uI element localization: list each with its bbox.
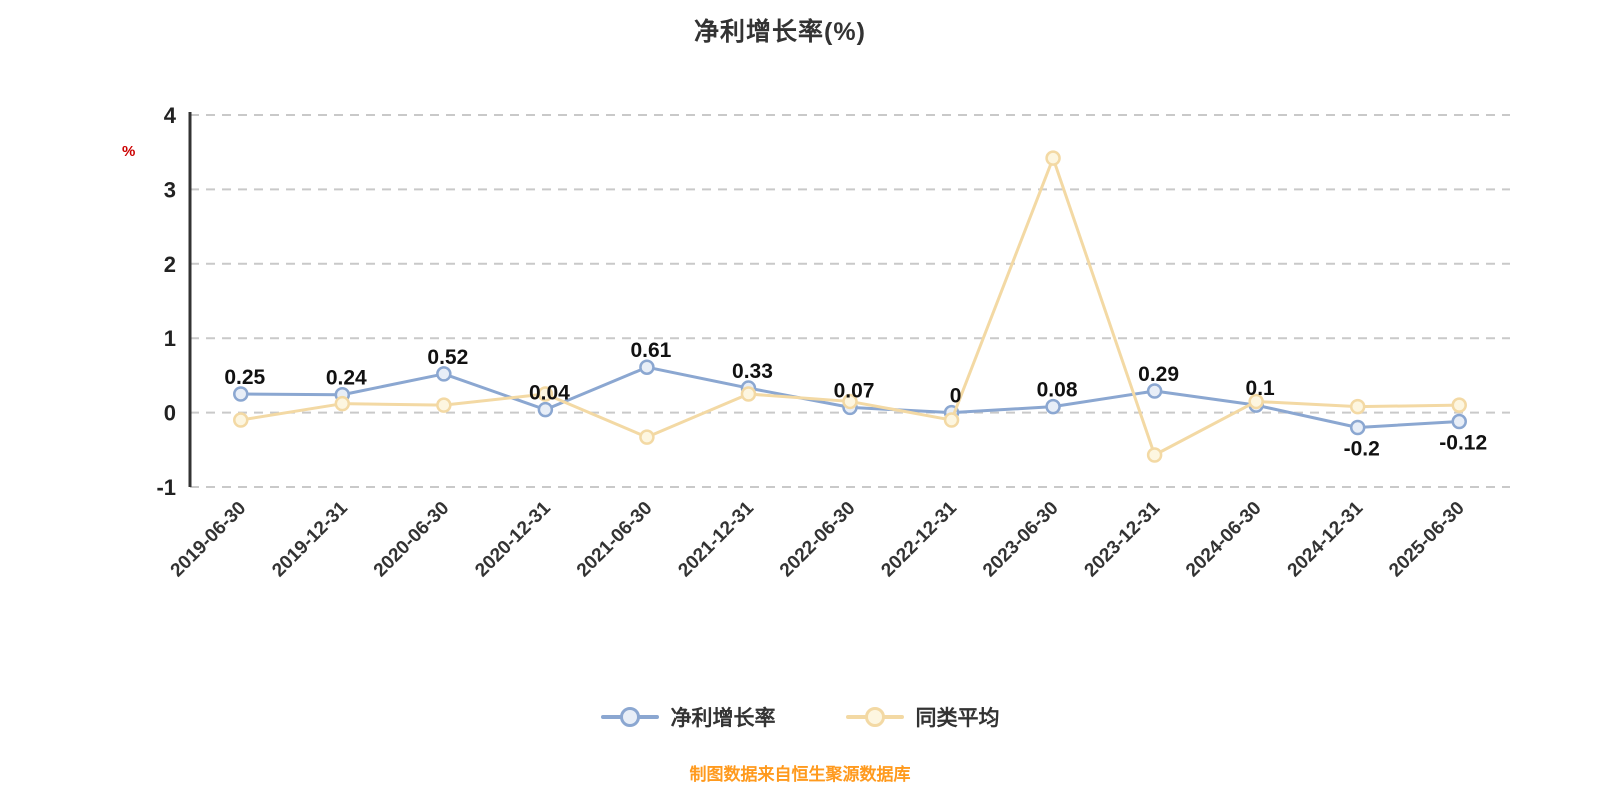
data-point[interactable] [1045,150,1061,166]
data-point[interactable] [639,429,655,445]
legend-dot-icon [864,707,885,727]
data-label: 0.33 [732,360,773,383]
x-axis-label: 2019-12-31 [268,497,352,581]
legend: 净利增长率 同类平均 [0,702,1600,732]
legend-item-average[interactable]: 同类平均 [845,702,1000,732]
data-point[interactable] [233,386,249,402]
data-point[interactable] [1349,398,1366,415]
chart-title: 净利增长率(%) [694,18,866,46]
y-tick-label: 2 [164,252,176,277]
x-axis-label: 2021-12-31 [674,497,758,581]
data-point[interactable] [537,401,554,418]
data-label: 0.25 [224,366,265,389]
data-point[interactable] [334,395,351,412]
y-tick-label: 4 [164,103,177,128]
x-axis-label: 2021-06-30 [573,498,657,582]
data-point[interactable] [639,359,655,375]
data-label: 0.08 [1037,379,1078,402]
x-axis-label: 2023-06-30 [979,498,1063,582]
data-label: 0.52 [427,346,468,369]
data-label: 0.07 [834,379,875,402]
data-label: 0.1 [1246,377,1276,400]
data-point[interactable] [842,393,858,410]
x-axis-label: 2020-12-31 [471,497,555,581]
data-label: 0.04 [529,382,570,405]
data-point[interactable] [233,412,249,428]
data-point[interactable] [537,386,554,402]
legend-label: 同类平均 [915,707,1000,730]
data-point[interactable] [740,386,757,402]
data-point[interactable] [1248,393,1264,410]
data-label: -0.2 [1344,437,1380,460]
data-point[interactable] [436,397,452,413]
data-label: 0.24 [326,367,367,390]
x-axis-label: 2024-06-30 [1182,498,1266,582]
y-tick-label: 0 [164,401,176,426]
data-point[interactable] [1146,383,1163,399]
data-label: 0 [950,385,962,408]
x-axis-label: 2024-12-31 [1284,497,1368,581]
data-point[interactable] [436,366,452,382]
legend-item-main[interactable]: 净利增长率 [600,702,776,732]
y-tick-label: -1 [156,475,176,500]
y-tick-label: 1 [164,326,176,351]
data-point[interactable] [943,412,960,428]
legend-line-marker-icon [845,707,904,727]
data-point[interactable] [1451,397,1467,413]
x-axis-label: 2022-06-30 [776,498,860,582]
data-source-note: 制图数据来自恒生聚源数据库 [689,765,911,784]
legend-label: 净利增长率 [670,707,776,730]
x-axis-label: 2025-06-30 [1385,498,1469,582]
x-axis-label: 2022-12-31 [877,497,961,581]
data-point[interactable] [1146,447,1163,463]
y-axis-unit-label: % [122,143,136,160]
y-tick-label: 3 [164,177,176,202]
data-point[interactable] [1451,413,1467,430]
legend-line-marker-icon [600,707,659,727]
data-label: -0.12 [1439,432,1487,455]
data-point[interactable] [1349,419,1366,436]
data-label: 0.61 [630,339,671,362]
data-label: 0.29 [1138,363,1179,386]
x-axis-label: 2020-06-30 [370,498,454,582]
data-point[interactable] [1045,398,1061,415]
legend-dot-icon [619,707,640,727]
x-axis-label: 2023-12-31 [1081,497,1165,581]
x-axis-label: 2019-06-30 [167,498,251,582]
